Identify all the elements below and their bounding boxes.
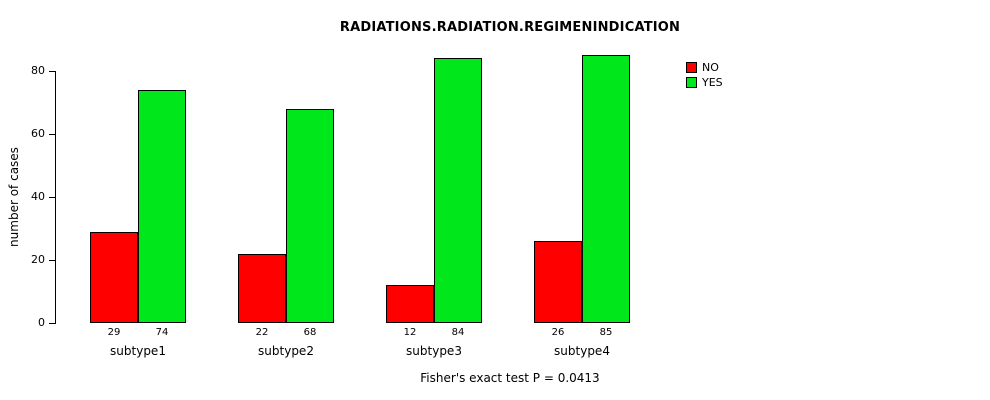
bar-yes-subtype3	[434, 58, 482, 323]
bar-no-subtype4	[534, 241, 582, 323]
y-axis-tick	[49, 260, 55, 261]
legend: NO YES	[686, 62, 723, 92]
bar-value-label: 74	[155, 327, 169, 338]
bar-value-label: 84	[451, 327, 465, 338]
bar-no-subtype1	[90, 232, 138, 323]
bar-value-label: 26	[551, 327, 565, 338]
bar-value-label: 85	[599, 327, 613, 338]
y-axis-tick-label: 0	[38, 316, 45, 329]
y-axis-tick	[49, 323, 55, 324]
bar-value-label: 29	[107, 327, 121, 338]
legend-item-no: NO	[686, 62, 723, 73]
category-label-subtype1: subtype1	[110, 344, 166, 358]
bar-value-label: 22	[255, 327, 269, 338]
y-axis-tick-label: 40	[31, 190, 45, 203]
category-label-subtype2: subtype2	[258, 344, 314, 358]
legend-label: YES	[702, 76, 723, 89]
y-axis-tick-label: 60	[31, 127, 45, 140]
bar-no-subtype3	[386, 285, 434, 323]
category-label-subtype3: subtype3	[406, 344, 462, 358]
category-label-subtype4: subtype4	[554, 344, 610, 358]
legend-swatch-icon	[686, 77, 697, 88]
y-axis-line	[55, 71, 56, 324]
chart-title: RADIATIONS.RADIATION.REGIMENINDICATION	[339, 20, 681, 35]
bar-no-subtype2	[238, 254, 286, 323]
legend-swatch-icon	[686, 62, 697, 73]
bar-yes-subtype1	[138, 90, 186, 323]
legend-label: NO	[702, 61, 719, 74]
bar-value-label: 68	[303, 327, 317, 338]
bar-yes-subtype2	[286, 109, 334, 323]
caption-text: Fisher's exact test P = 0.0413	[420, 371, 600, 385]
y-axis-tick	[49, 134, 55, 135]
y-axis-tick-label: 80	[31, 64, 45, 77]
bar-yes-subtype4	[582, 55, 630, 323]
bar-value-label: 12	[403, 327, 417, 338]
y-axis-tick	[49, 197, 55, 198]
legend-item-yes: YES	[686, 77, 723, 88]
y-axis-tick-label: 20	[31, 253, 45, 266]
y-axis-tick	[49, 71, 55, 72]
